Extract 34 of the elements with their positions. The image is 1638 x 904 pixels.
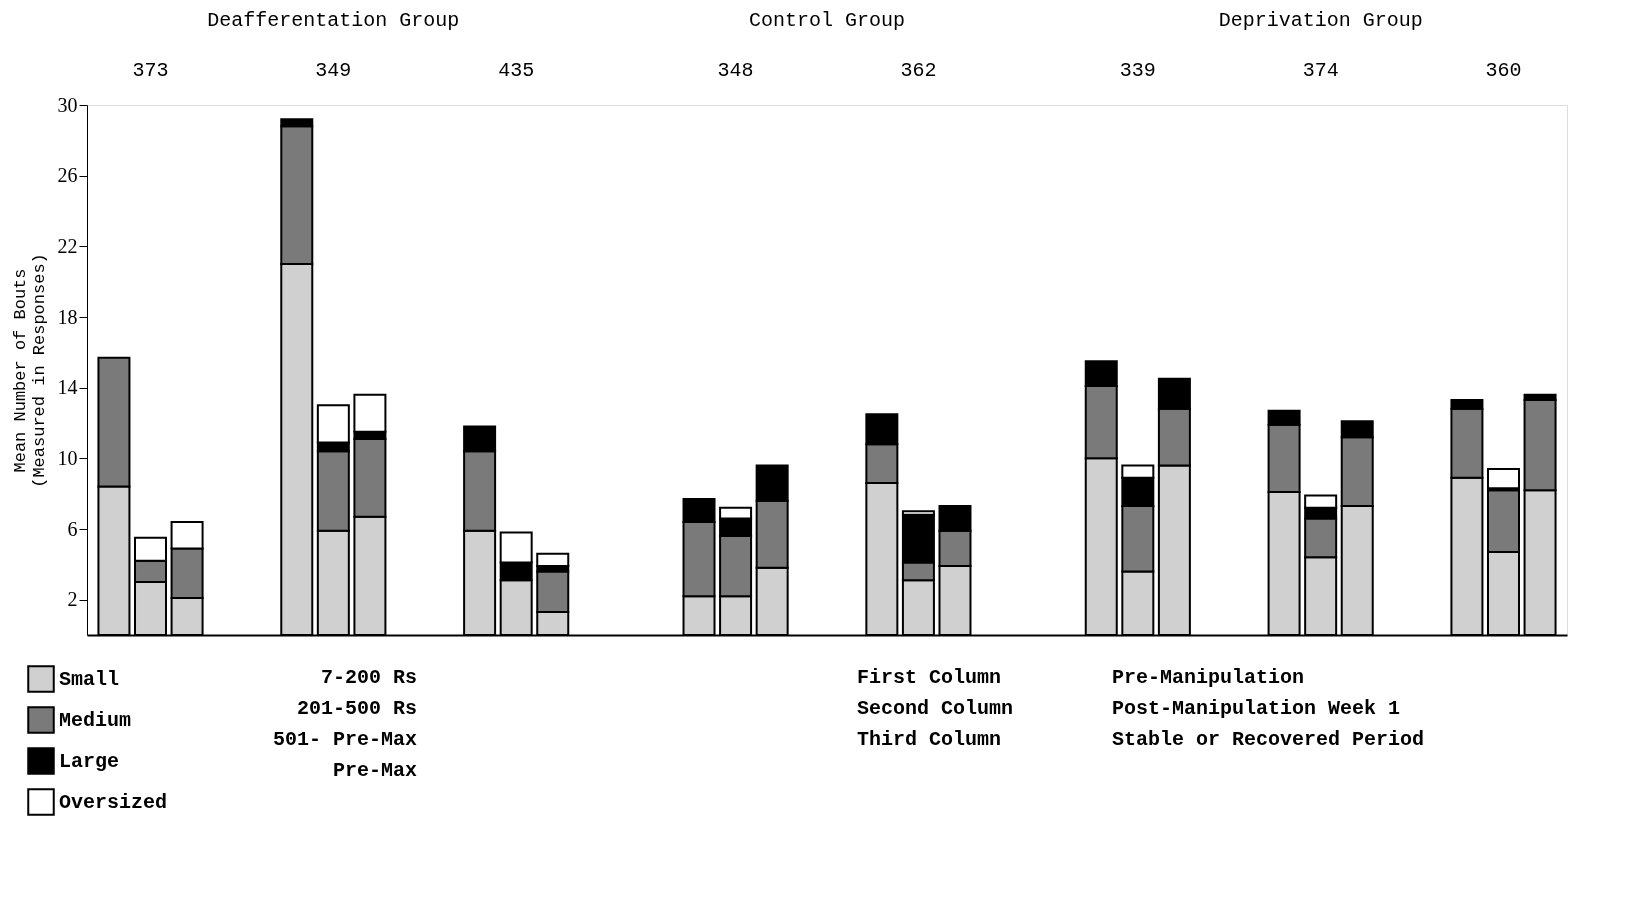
text: First Column — [857, 666, 1002, 689]
text: 435 — [498, 59, 535, 82]
text: 7-200 Rs — [320, 666, 417, 689]
text: Deprivation Group — [1218, 9, 1423, 32]
legend-label: Medium — [59, 709, 132, 732]
y-axis-title: Mean Number of Bouts (Measured in Responses) — [10, 253, 49, 488]
text: 349 — [315, 59, 352, 82]
y-tick-label: 2 — [67, 588, 78, 611]
y-tick-label: 6 — [67, 517, 78, 540]
text: 348 — [717, 59, 754, 82]
text: 362 — [900, 59, 937, 82]
legend-label: Oversized — [59, 791, 168, 814]
text: 374 — [1302, 59, 1339, 82]
y-tick-label: 30 — [57, 93, 78, 116]
text: 373 — [132, 59, 169, 82]
y-tick-label: 10 — [57, 446, 78, 469]
text: Control Group — [748, 9, 906, 32]
text: 201-500 Rs — [296, 697, 417, 720]
legend-label: Small — [59, 668, 120, 691]
y-tick-label: 26 — [57, 164, 78, 187]
text: Third Column — [857, 728, 1002, 751]
text: 501- Pre-Max — [272, 728, 417, 751]
y-tick-label: 22 — [57, 234, 78, 257]
text: Post-Manipulation Week 1 — [1112, 697, 1401, 720]
y-tick-label: 14 — [57, 376, 78, 399]
text: Pre-Manipulation — [1112, 666, 1305, 689]
text: Stable or Recovered Period — [1112, 728, 1425, 751]
text: 339 — [1119, 59, 1156, 82]
text: Deafferentation Group — [207, 9, 460, 32]
y-tick-label: 18 — [57, 305, 78, 328]
legend-label: Large — [59, 750, 120, 773]
text: 360 — [1485, 59, 1522, 82]
text: Pre-Max — [332, 759, 417, 782]
text: Second Column — [857, 697, 1014, 720]
